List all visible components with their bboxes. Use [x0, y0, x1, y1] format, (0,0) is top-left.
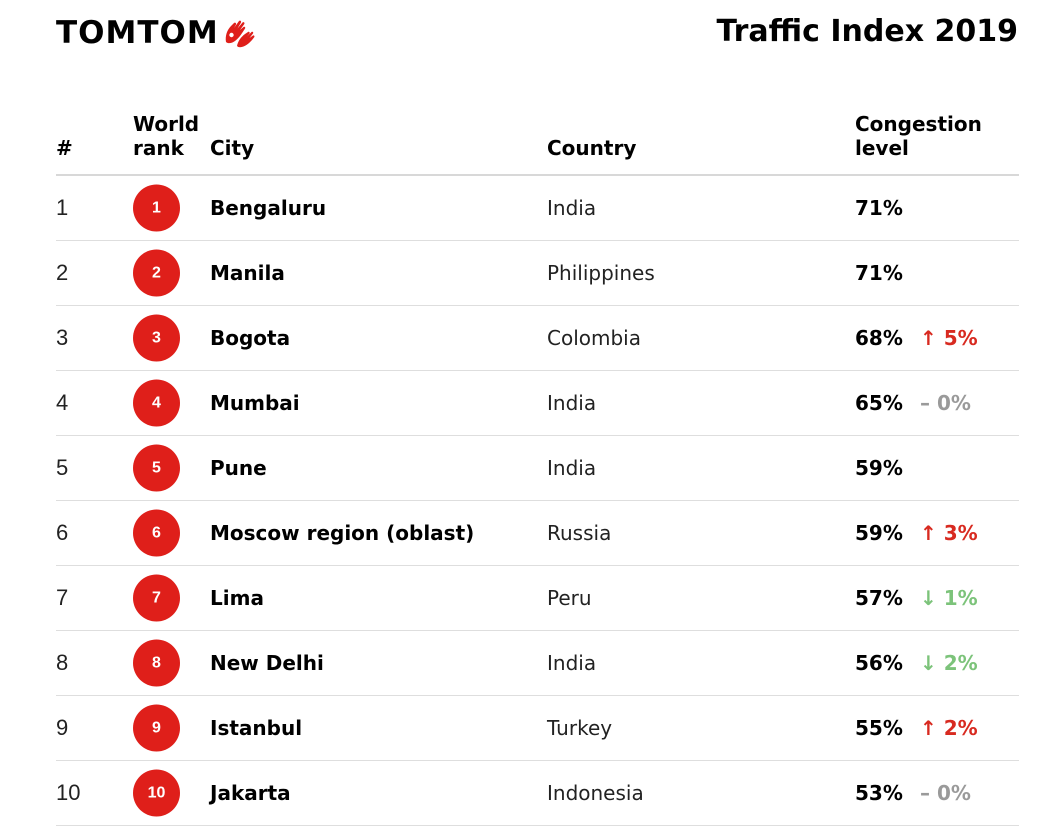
congestion-change: ↑ 2% — [920, 716, 978, 740]
table-row: 10 10 Jakarta Indonesia 53% – 0% — [56, 761, 1019, 826]
city-name: Pune — [210, 456, 267, 480]
table-row: 7 7 Lima Peru 57% ↓ 1% — [56, 566, 1019, 631]
row-number: 4 — [56, 390, 69, 415]
header-city: City — [210, 136, 255, 160]
city-name: Bogota — [210, 326, 291, 350]
congestion-level: 71% — [855, 196, 903, 220]
table-row: 4 4 Mumbai India 65% – 0% — [56, 371, 1019, 436]
header-world-rank: World rank — [133, 112, 200, 160]
congestion-change: ↑ 5% — [920, 326, 978, 350]
congestion-level: 59% — [855, 456, 903, 480]
congestion-level: 55% — [855, 716, 903, 740]
table-row: 1 1 Bengaluru India 71% — [56, 176, 1019, 241]
congestion-change: ↓ 1% — [920, 586, 978, 610]
tomtom-logo: TOMTOM — [56, 14, 256, 52]
country-name: India — [547, 651, 597, 675]
world-rank-badge: 1 — [133, 184, 180, 232]
congestion-level: 65% — [855, 391, 903, 415]
row-number: 5 — [56, 455, 69, 480]
world-rank-badge: 4 — [133, 379, 180, 427]
traffic-index-table: # World rank City Country Congestion lev… — [56, 110, 1019, 826]
row-number: 9 — [56, 715, 69, 740]
city-name: Mumbai — [210, 391, 300, 415]
city-name: Moscow region (oblast) — [210, 521, 475, 545]
world-rank-badge: 7 — [133, 574, 180, 622]
header-number: # — [56, 136, 73, 160]
city-name: Jakarta — [210, 781, 291, 805]
table-row: 6 6 Moscow region (oblast) Russia 59% ↑ 3% — [56, 501, 1019, 566]
table-row: 2 2 Manila Philippines 71% — [56, 241, 1019, 306]
row-number: 2 — [56, 260, 69, 285]
row-number: 8 — [56, 650, 69, 675]
world-rank-badge: 8 — [133, 639, 180, 687]
country-name: Indonesia — [547, 781, 644, 805]
table-row: 9 9 Istanbul Turkey 55% ↑ 2% — [56, 696, 1019, 761]
world-rank-badge: 10 — [133, 769, 180, 817]
country-name: India — [547, 391, 597, 415]
congestion-change: ↓ 2% — [920, 651, 978, 675]
row-number: 6 — [56, 520, 69, 545]
row-number: 7 — [56, 585, 69, 610]
country-name: Colombia — [547, 326, 641, 350]
congestion-level: 57% — [855, 586, 903, 610]
table-row: 3 3 Bogota Colombia 68% ↑ 5% — [56, 306, 1019, 371]
header-congestion-level: Congestion level — [855, 112, 982, 160]
city-name: New Delhi — [210, 651, 324, 675]
country-name: Turkey — [547, 716, 613, 740]
city-name: Bengaluru — [210, 196, 327, 220]
page-title: Traffic Index 2019 — [716, 14, 1018, 49]
world-rank-badge: 9 — [133, 704, 180, 752]
country-name: India — [547, 196, 597, 220]
country-name: India — [547, 456, 597, 480]
logo-text: TOMTOM — [56, 14, 219, 51]
world-rank-badge: 2 — [133, 249, 180, 297]
table-row: 8 8 New Delhi India 56% ↓ 2% — [56, 631, 1019, 696]
table-body: 1 1 Bengaluru India 71% 2 2 Manila Philippines 71… — [56, 176, 1019, 826]
congestion-level: 59% — [855, 521, 903, 545]
congestion-level: 53% — [855, 781, 903, 805]
header-country: Country — [547, 136, 637, 160]
congestion-change: – 0% — [920, 781, 971, 805]
congestion-change: ↑ 3% — [920, 521, 978, 545]
congestion-change: – 0% — [920, 391, 971, 415]
world-rank-badge: 5 — [133, 444, 180, 492]
city-name: Istanbul — [210, 716, 303, 740]
table-header-row: # World rank City Country Congestion lev… — [56, 110, 1019, 176]
table-row: 5 5 Pune India 59% — [56, 436, 1019, 501]
country-name: Russia — [547, 521, 612, 545]
tomtom-hands-icon — [225, 20, 255, 48]
congestion-level: 56% — [855, 651, 903, 675]
page-header: TOMTOM Traffic Index 2019 — [0, 0, 1052, 70]
row-number: 3 — [56, 325, 69, 350]
city-name: Manila — [210, 261, 285, 285]
world-rank-badge: 3 — [133, 314, 180, 362]
country-name: Peru — [547, 586, 592, 610]
world-rank-badge: 6 — [133, 509, 180, 557]
row-number: 10 — [56, 780, 81, 805]
congestion-level: 68% — [855, 326, 903, 350]
row-number: 1 — [56, 195, 69, 220]
city-name: Lima — [210, 586, 264, 610]
country-name: Philippines — [547, 261, 655, 285]
congestion-level: 71% — [855, 261, 903, 285]
